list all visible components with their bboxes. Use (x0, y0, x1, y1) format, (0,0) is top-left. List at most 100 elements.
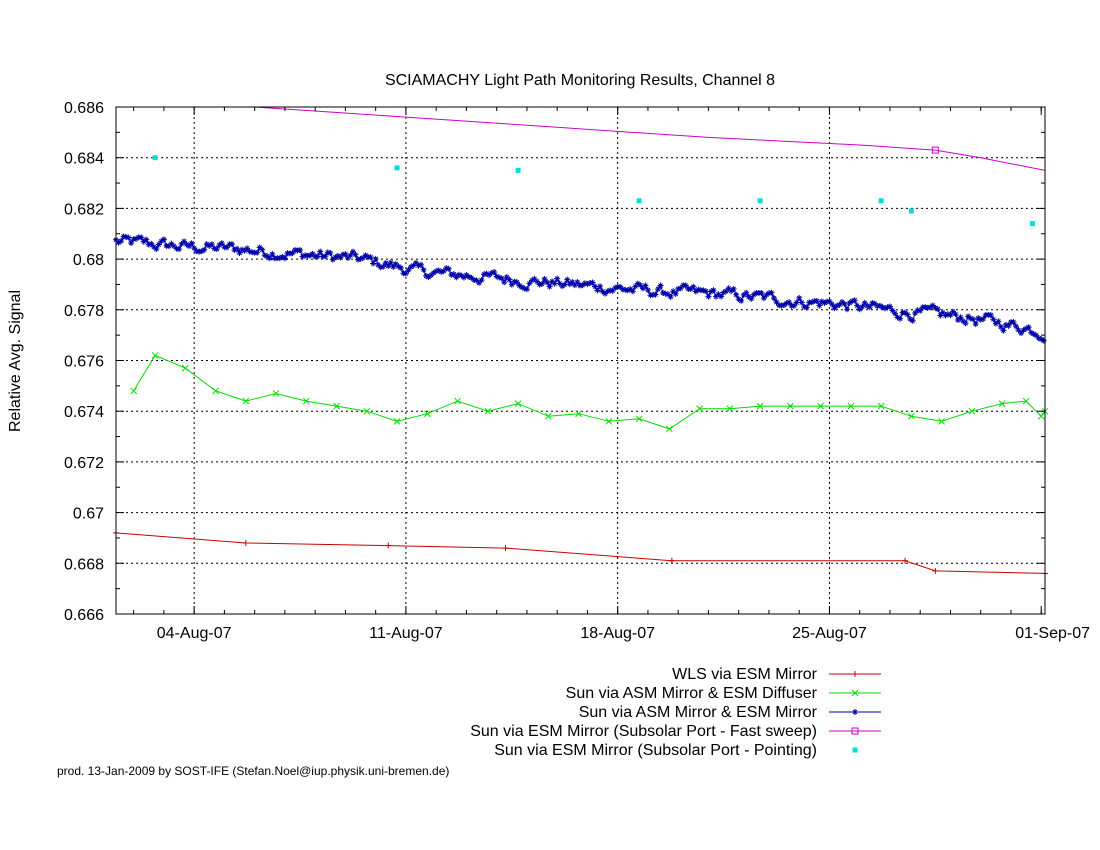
data-point (385, 263, 392, 269)
data-point (151, 352, 159, 359)
data-point (624, 287, 631, 294)
data-point (370, 260, 377, 267)
data-point (768, 289, 775, 296)
data-point (566, 281, 573, 288)
data-point (423, 272, 430, 279)
data-point (952, 311, 959, 318)
data-point (362, 252, 369, 259)
data-point (657, 282, 664, 289)
data-point (786, 299, 793, 306)
legend-entry-1: WLS via ESM Mirror (672, 666, 881, 683)
data-point (975, 315, 982, 322)
data-point (944, 311, 951, 318)
data-point (458, 272, 465, 279)
data-point (256, 244, 263, 251)
data-point (405, 266, 412, 273)
data-point (463, 271, 470, 278)
y-tick-label: 0.686 (64, 100, 104, 117)
data-point (801, 303, 808, 310)
data-point (181, 364, 189, 372)
data-point (261, 252, 268, 259)
data-point (445, 265, 452, 272)
data-point (329, 256, 336, 263)
data-point (1005, 322, 1012, 329)
data-point (352, 251, 359, 258)
data-point (165, 243, 172, 250)
data-point (564, 276, 571, 283)
data-point (1000, 327, 1007, 334)
data-point (655, 286, 662, 293)
data-point (740, 291, 747, 298)
data-point (760, 295, 767, 302)
data-point (942, 312, 949, 319)
data-point (203, 241, 210, 248)
data-point (402, 270, 409, 277)
legend-label: Sun via ASM Mirror & ESM Mirror (579, 704, 818, 721)
series-5 (152, 155, 1035, 227)
data-point (407, 263, 414, 270)
data-point (826, 298, 833, 305)
data-point (707, 288, 714, 295)
data-point (955, 317, 962, 324)
data-point (332, 254, 339, 261)
data-point (728, 287, 735, 294)
data-point (992, 320, 999, 327)
data-point (1033, 332, 1040, 339)
data-point (927, 304, 934, 311)
data-point (234, 245, 241, 252)
data-point (834, 302, 841, 309)
data-point (571, 282, 578, 289)
data-point (702, 288, 709, 295)
data-point (575, 410, 582, 418)
legend-swatch-marker (852, 747, 858, 753)
data-point (793, 299, 800, 306)
data-point (672, 290, 679, 297)
data-point (692, 288, 699, 295)
data-point (423, 410, 431, 418)
plot-series (113, 106, 1049, 577)
data-point (980, 315, 987, 322)
data-point (513, 279, 520, 286)
data-point (453, 274, 460, 281)
data-point (307, 252, 314, 259)
data-point (317, 248, 324, 255)
data-point (1013, 323, 1020, 330)
data-point (465, 273, 472, 280)
data-point (949, 308, 956, 315)
data-point (380, 263, 387, 270)
data-point (770, 295, 777, 302)
y-tick-label: 0.67 (73, 506, 104, 523)
x-tick-label: 11-Aug-07 (369, 625, 443, 642)
data-point (440, 268, 447, 275)
data-point (213, 246, 220, 253)
data-point (246, 248, 253, 255)
data-point (410, 262, 417, 269)
data-point (491, 269, 498, 276)
data-point (967, 315, 974, 322)
x-axis-ticks: 04-Aug-07 11-Aug-07 18-Aug-07 25-Aug-07 01-S… (133, 107, 1090, 642)
data-point (518, 284, 525, 291)
data-point (377, 264, 384, 271)
data-point (493, 273, 500, 280)
data-point (710, 287, 717, 294)
legend-label: Sun via ESM Mirror (Subsolar Port - Fast… (470, 723, 817, 740)
data-point (632, 283, 639, 290)
data-point (367, 254, 374, 261)
data-point (496, 274, 503, 281)
data-point (897, 315, 904, 322)
data-point (594, 287, 601, 294)
data-point (363, 407, 371, 415)
data-point (690, 283, 697, 290)
data-point (726, 405, 734, 413)
data-point (394, 165, 400, 171)
data-point (531, 275, 538, 282)
data-point (478, 277, 485, 284)
data-point (1022, 397, 1030, 405)
data-point (269, 251, 276, 258)
data-point (191, 245, 198, 252)
data-point (327, 250, 334, 257)
data-point (960, 318, 967, 325)
data-point (884, 304, 891, 311)
legend-swatch-marker (851, 689, 859, 697)
data-point (508, 281, 515, 288)
